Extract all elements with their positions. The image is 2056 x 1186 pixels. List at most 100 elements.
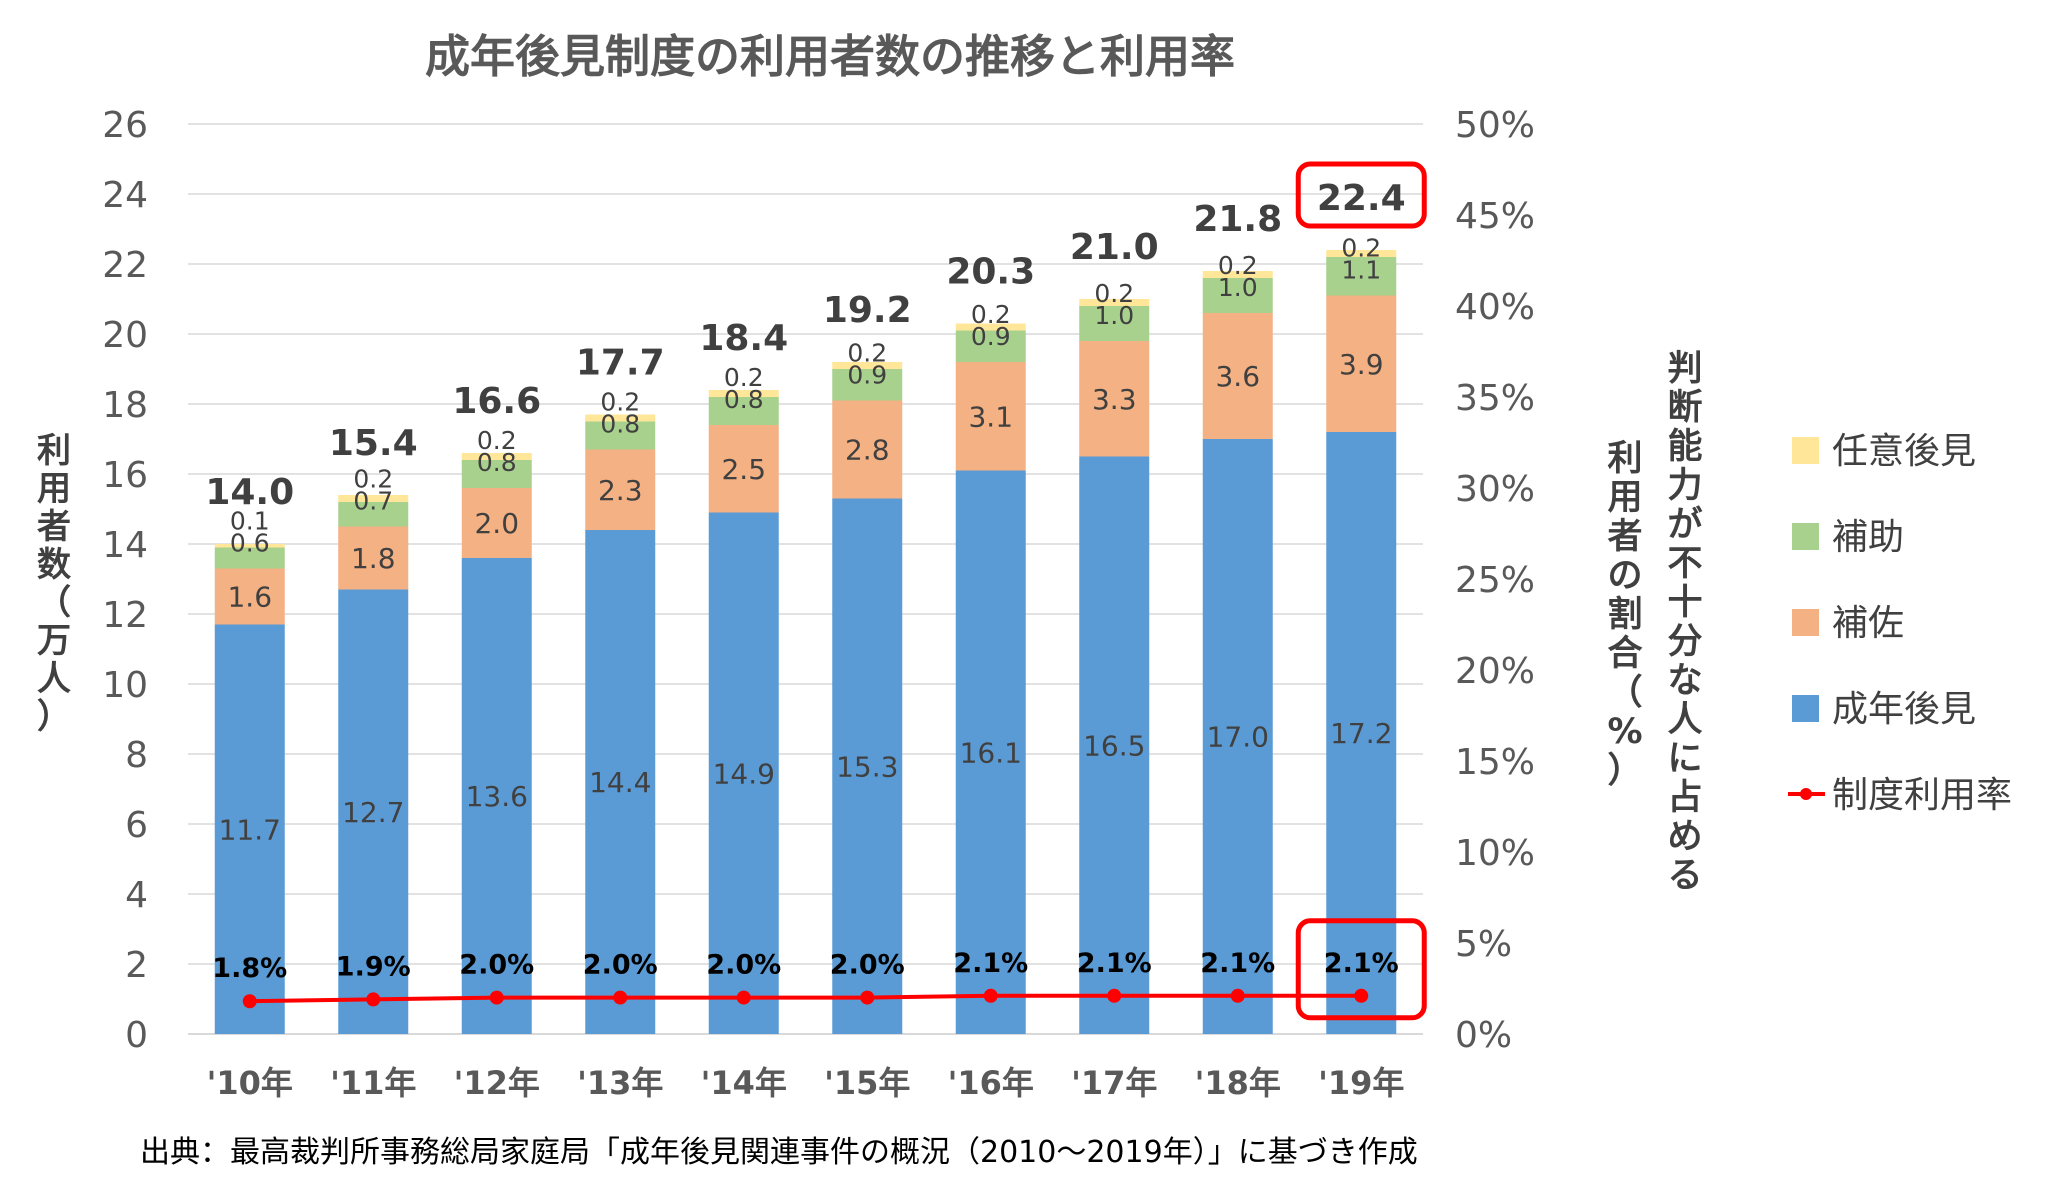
x-tick-label: '18年 (1195, 1064, 1281, 1102)
axis-title-char: 十 (1667, 583, 1702, 623)
x-tick-label: '12年 (454, 1064, 540, 1102)
y-left-tick-label: 18 (102, 385, 148, 426)
segment-label: 2.5 (721, 453, 766, 486)
axis-title-char: 不 (1667, 544, 1702, 584)
x-tick-label: '19年 (1318, 1064, 1404, 1102)
bar-segment (955, 323, 1026, 331)
legend-swatch (1792, 437, 1819, 464)
segment-label: 1.1 (1341, 256, 1381, 285)
y-right-tick-label: 10% (1455, 833, 1535, 874)
y-left-tick-label: 10 (102, 665, 148, 706)
segment-label: 0.2 (600, 388, 640, 417)
bar-segment (1202, 313, 1273, 439)
x-tick-label: '16年 (948, 1064, 1034, 1102)
y-left-tick-label: 12 (102, 595, 148, 636)
bar-segment (832, 400, 903, 499)
x-tick-label: '10年 (207, 1064, 293, 1102)
segment-label: 0.9 (847, 361, 887, 390)
x-axis-ticks: '10年 '11年 '12年 '13年 '14年 '15年 '16年 '17年 '18年 '19年 (207, 1064, 1405, 1102)
segment-label: 1.0 (1218, 273, 1258, 302)
rate-label: 2.0% (459, 950, 534, 981)
rate-point (1107, 988, 1122, 1003)
rate-label: 1.8% (212, 953, 287, 984)
bar-segment (955, 330, 1026, 362)
legend-label: 成年後見 (1832, 689, 1976, 730)
bar-segment (585, 414, 656, 422)
rate-point (613, 990, 628, 1005)
rate-line: 1.8% 1.9% 2.0% 2.0% 2.0% 2.0% 2.1% 2.1% 2.1% 2.1% (212, 948, 1399, 1009)
segment-label: 2.0 (474, 507, 519, 540)
bar-segment (338, 526, 409, 590)
bar-segment (1079, 341, 1150, 457)
x-tick-label: '11年 (330, 1064, 416, 1102)
bar-segment (214, 544, 285, 548)
axis-title-char: 利 (1607, 439, 1642, 479)
segment-label: 0.8 (724, 385, 764, 414)
y-left-tick-label: 26 (102, 105, 148, 146)
segment-label: 3.6 (1215, 360, 1260, 393)
rate-point (242, 994, 257, 1009)
legend-swatch (1792, 523, 1819, 550)
bar-segment (338, 589, 409, 1034)
y-right-tick-label: 50% (1455, 105, 1535, 146)
highlight-boxes (1295, 161, 1427, 1021)
total-label: 15.4 (329, 423, 418, 464)
bar-segment (1202, 271, 1273, 278)
axis-title-char: ） (37, 697, 71, 737)
rate-point (983, 988, 998, 1003)
segment-label: 3.1 (968, 400, 1013, 433)
bar-segment (585, 421, 656, 450)
bar-segment (214, 568, 285, 625)
axis-title-char: が (1667, 505, 1702, 545)
segment-label: 3.3 (1092, 383, 1137, 416)
y-left-tick-label: 8 (125, 735, 148, 776)
segment-label: 15.3 (836, 750, 898, 783)
rate-label: 1.9% (336, 951, 411, 982)
bar-segment (585, 449, 656, 530)
axis-title-char: な (1667, 661, 1702, 701)
segment-label: 12.7 (342, 796, 404, 829)
chart-title: 成年後見制度の利用者数の推移と利用率 (425, 30, 1235, 83)
rate-polyline (249, 993, 1362, 1004)
y-right-tick-label: 15% (1455, 742, 1535, 783)
x-tick-label: '14年 (701, 1064, 787, 1102)
axis-title-char: 合 (1607, 634, 1642, 674)
bar-segment (832, 498, 903, 1034)
legend-label: 制度利用率 (1832, 775, 2012, 816)
y-right-tick-label: 45% (1455, 196, 1535, 237)
bar-segment (708, 512, 779, 1034)
axis-title-char: に (1667, 739, 1702, 779)
segment-label: 14.4 (589, 766, 651, 799)
segment-label: 0.2 (724, 363, 764, 392)
bar-segment (832, 369, 903, 401)
rate-label: 2.1% (953, 948, 1028, 979)
y-left-tick-label: 16 (102, 455, 148, 496)
segment-label: 0.2 (971, 300, 1011, 329)
bar-segment (214, 547, 285, 569)
segment-label: 1.8 (351, 542, 396, 575)
bar-segment (461, 460, 532, 488)
segment-label: 0.2 (477, 426, 517, 455)
axis-title-char: る (1667, 856, 1702, 896)
axis-title-char: の (1607, 556, 1642, 596)
y-left-tick-label: 22 (102, 245, 148, 286)
rate-point (1354, 988, 1369, 1003)
axis-title-char: 利 (37, 431, 71, 471)
segment-label: 17.2 (1330, 717, 1392, 750)
bar-segment (1326, 432, 1397, 1034)
bar-segment (1202, 278, 1273, 313)
y-left-tick-label: 0 (125, 1015, 148, 1056)
axis-title-char: （ (37, 583, 71, 623)
total-label: 16.6 (452, 381, 541, 422)
bar-segment (461, 453, 532, 460)
axis-title-char: 用 (37, 469, 71, 509)
bar-segment (338, 495, 409, 502)
bar-segment (461, 558, 532, 1034)
segment-label: 0.2 (847, 339, 887, 368)
bars (214, 250, 1397, 1034)
total-label: 19.2 (823, 290, 912, 331)
axis-title-char: 能 (1667, 427, 1702, 467)
